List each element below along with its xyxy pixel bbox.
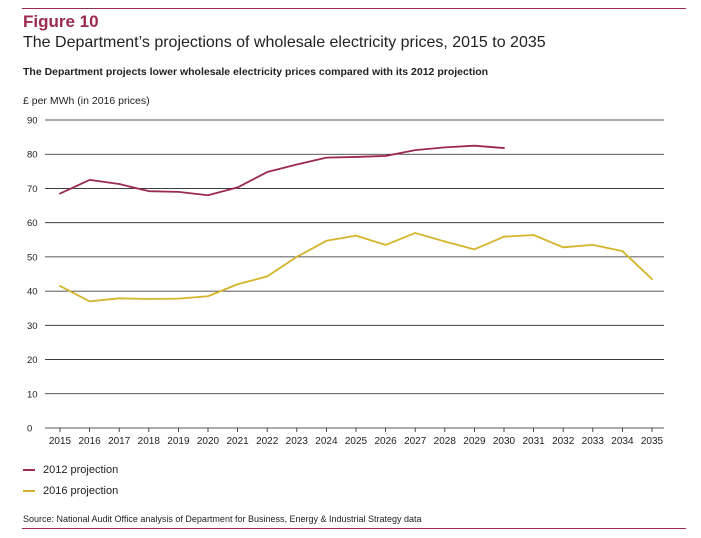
x-tick-label-2016: 2016 — [78, 436, 101, 447]
x-tick-label-2019: 2019 — [167, 436, 190, 447]
x-tick-label-2020: 2020 — [197, 436, 220, 447]
y-tick-label-50: 50 — [27, 252, 38, 263]
x-tick-label-2027: 2027 — [404, 436, 427, 447]
x-tick-label-2023: 2023 — [286, 436, 309, 447]
x-tick-label-2032: 2032 — [552, 436, 575, 447]
source-note: Source: National Audit Office analysis o… — [23, 514, 422, 524]
y-tick-label-40: 40 — [27, 287, 38, 298]
y-axis-label: £ per MWh (in 2016 prices) — [23, 95, 150, 107]
y-tick-label-60: 60 — [27, 218, 38, 229]
x-tick-label-2033: 2033 — [582, 436, 605, 447]
x-tick-label-2017: 2017 — [108, 436, 131, 447]
x-tick-label-2022: 2022 — [256, 436, 279, 447]
x-tick-label-2031: 2031 — [522, 436, 545, 447]
x-tick-label-2035: 2035 — [641, 436, 664, 447]
x-tick-label-2025: 2025 — [345, 436, 368, 447]
legend-label-2016: 2016 projection — [43, 485, 119, 497]
legend-item-2012: 2012 projection — [23, 464, 118, 476]
y-tick-label-10: 10 — [27, 389, 38, 400]
legend-swatch-2012 — [23, 469, 35, 471]
figure-subtitle: The Department projects lower wholesale … — [23, 66, 489, 78]
y-tick-label-90: 90 — [27, 116, 38, 127]
y-tick-label-80: 80 — [27, 150, 38, 161]
series-line-2016-projection — [59, 232, 653, 303]
x-tick-label-2018: 2018 — [138, 436, 161, 447]
x-tick-label-2015: 2015 — [49, 436, 72, 447]
legend-swatch-2016 — [23, 490, 35, 492]
y-tick-label-70: 70 — [27, 184, 38, 195]
figure-label: Figure 10 — [23, 12, 99, 31]
x-tick-label-2026: 2026 — [374, 436, 397, 447]
y-tick-label-0: 0 — [27, 424, 32, 435]
y-tick-label-20: 20 — [27, 355, 38, 366]
legend-label-2012: 2012 projection — [43, 464, 119, 476]
y-tick-label-30: 30 — [27, 321, 38, 332]
figure-title: The Department’s projections of wholesal… — [23, 34, 546, 51]
x-tick-label-2024: 2024 — [315, 436, 338, 447]
x-tick-label-2030: 2030 — [493, 436, 516, 447]
x-tick-label-2034: 2034 — [611, 436, 634, 447]
legend-item-2016: 2016 projection — [23, 485, 118, 497]
top-rule — [22, 8, 686, 9]
x-tick-label-2028: 2028 — [434, 436, 457, 447]
x-tick-label-2021: 2021 — [226, 436, 249, 447]
series-line-2012-projection — [59, 144, 505, 197]
x-tick-label-2029: 2029 — [463, 436, 486, 447]
bottom-rule — [22, 528, 686, 529]
